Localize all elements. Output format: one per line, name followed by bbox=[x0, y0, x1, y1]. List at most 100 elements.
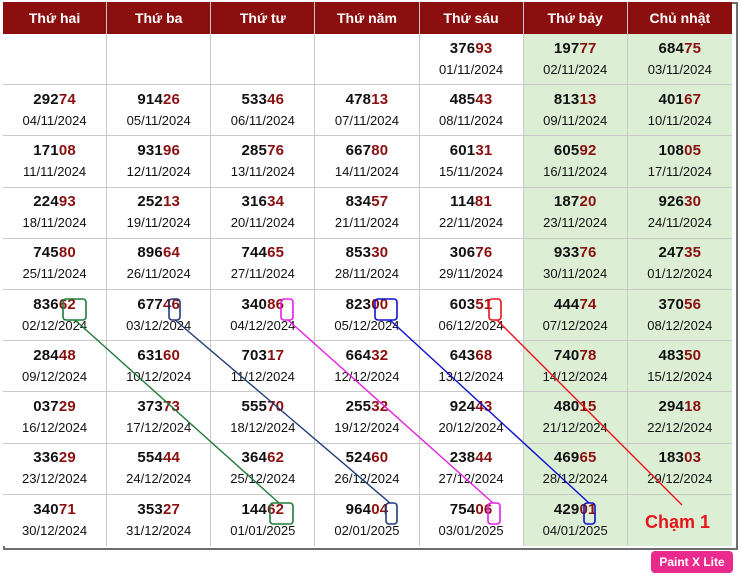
result-date: 02/01/2025 bbox=[334, 522, 400, 538]
result-number: 74078 bbox=[553, 346, 597, 364]
result-date: 26/11/2024 bbox=[126, 266, 191, 282]
result-number: 36462 bbox=[241, 449, 285, 467]
result-date: 08/12/2024 bbox=[647, 317, 713, 333]
result-number: 03729 bbox=[33, 397, 76, 415]
result-tail-digits: 32 bbox=[371, 397, 389, 415]
result-tail-digits: 13 bbox=[162, 193, 181, 211]
result-tail-digits: 75 bbox=[684, 39, 702, 57]
result-tail-digits: 03 bbox=[684, 449, 702, 467]
result-cell: 37056 08/12/2024 bbox=[627, 289, 732, 342]
result-date: 19/11/2024 bbox=[126, 215, 191, 231]
result-cell: 66780 14/11/2024 bbox=[315, 136, 420, 188]
result-number: 37693 bbox=[449, 39, 493, 57]
result-tail-digits: 65 bbox=[267, 244, 285, 262]
result-cell: 66432 12/12/2024 bbox=[315, 341, 420, 393]
result-tail-digits: 50 bbox=[684, 346, 702, 364]
result-tail-digits: 77 bbox=[579, 39, 597, 57]
result-date: 22/11/2024 bbox=[439, 215, 504, 231]
result-number: 83662 bbox=[33, 295, 76, 313]
result-tail-digits: 15 bbox=[579, 397, 597, 415]
result-cell: 35327 31/12/2024 bbox=[107, 494, 212, 546]
result-number: 44474 bbox=[553, 295, 597, 313]
result-tail-digits: 30 bbox=[684, 193, 702, 211]
result-date: 02/11/2024 bbox=[543, 61, 608, 77]
result-number: 46965 bbox=[553, 449, 597, 467]
result-cell: 11481 22/11/2024 bbox=[419, 187, 524, 239]
result-number: 63160 bbox=[137, 346, 181, 364]
result-number: 75406 bbox=[449, 500, 493, 518]
result-tail-digits: 46 bbox=[162, 295, 181, 313]
result-date: 15/11/2024 bbox=[439, 163, 504, 179]
result-date: 11/12/2024 bbox=[230, 368, 295, 384]
result-cell: 93196 12/11/2024 bbox=[107, 136, 212, 188]
result-number: 18720 bbox=[553, 193, 597, 211]
result-date: 17/11/2024 bbox=[647, 163, 712, 179]
result-tail-digits: 08 bbox=[58, 141, 76, 159]
result-tail-digits: 29 bbox=[58, 449, 76, 467]
result-cell: 81313 09/11/2024 bbox=[523, 85, 628, 137]
result-date: 05/11/2024 bbox=[126, 112, 191, 128]
result-date: 28/11/2024 bbox=[334, 266, 399, 282]
result-number: 24735 bbox=[658, 244, 702, 262]
weekday-header-3: Thứ tư bbox=[211, 2, 316, 34]
result-tail-digits: 01 bbox=[579, 500, 597, 518]
result-number: 60131 bbox=[449, 141, 493, 159]
result-tail-digits: 62 bbox=[267, 449, 285, 467]
result-tail-digits: 31 bbox=[475, 141, 493, 159]
result-cell: 03729 16/12/2024 bbox=[3, 392, 108, 444]
result-number: 66432 bbox=[345, 346, 389, 364]
result-cell: 96404 02/01/2025 bbox=[315, 494, 420, 546]
result-tail-digits: 74 bbox=[58, 90, 76, 108]
result-date: 10/12/2024 bbox=[126, 368, 192, 384]
result-number: 25213 bbox=[137, 193, 181, 211]
result-tail-digits: 93 bbox=[475, 39, 493, 57]
result-date: 18/11/2024 bbox=[22, 215, 87, 231]
result-cell: 82300 05/12/2024 bbox=[315, 289, 420, 342]
result-cell: 23844 27/12/2024 bbox=[419, 443, 524, 495]
result-date: 21/11/2024 bbox=[334, 215, 399, 231]
result-tail-digits: 76 bbox=[267, 141, 285, 159]
result-cell: 10805 17/11/2024 bbox=[627, 136, 732, 188]
result-tail-digits: 86 bbox=[267, 295, 285, 313]
result-cell: 91426 05/11/2024 bbox=[107, 85, 212, 137]
result-tail-digits: 78 bbox=[579, 346, 597, 364]
result-tail-digits: 70 bbox=[267, 397, 285, 415]
weekday-header-7: Chủ nhật bbox=[627, 2, 732, 34]
results-grid: 37693 01/11/2024 19777 02/11/2024 68475 03/11… bbox=[3, 34, 732, 546]
result-number: 37056 bbox=[658, 295, 702, 313]
result-cell: 37693 01/11/2024 bbox=[419, 34, 524, 86]
result-date: 04/11/2024 bbox=[22, 112, 87, 128]
result-number: 48015 bbox=[553, 397, 597, 415]
result-tail-digits: 73 bbox=[162, 397, 181, 415]
result-cell: 28576 13/11/2024 bbox=[211, 136, 316, 188]
result-cell: 18303 29/12/2024 bbox=[627, 443, 732, 495]
result-cell bbox=[3, 34, 108, 86]
result-tail-digits: 64 bbox=[162, 244, 181, 262]
result-tail-digits: 30 bbox=[371, 244, 389, 262]
result-number: 85330 bbox=[345, 244, 389, 262]
result-number: 70317 bbox=[241, 346, 285, 364]
result-number: 93196 bbox=[137, 141, 181, 159]
result-date: 31/12/2024 bbox=[126, 522, 192, 538]
result-date: 03/11/2024 bbox=[647, 61, 712, 77]
result-date: 03/12/2024 bbox=[126, 317, 192, 333]
result-number: 40167 bbox=[658, 90, 702, 108]
weekday-header-4: Thứ năm bbox=[315, 2, 420, 34]
result-cell: 48015 21/12/2024 bbox=[523, 392, 628, 444]
result-number: 14462 bbox=[241, 500, 285, 518]
result-cell: 40167 10/11/2024 bbox=[627, 85, 732, 137]
result-cell: 55444 24/12/2024 bbox=[107, 443, 212, 495]
result-cell: 92443 20/12/2024 bbox=[419, 392, 524, 444]
result-cell: 63160 10/12/2024 bbox=[107, 341, 212, 393]
result-tail-digits: 34 bbox=[267, 193, 285, 211]
result-number: 67746 bbox=[137, 295, 181, 313]
watermark-badge: Paint X Lite bbox=[651, 551, 733, 573]
result-tail-digits: 44 bbox=[475, 449, 493, 467]
result-cell: 60351 06/12/2024 bbox=[419, 289, 524, 342]
result-date: 01/01/2025 bbox=[230, 522, 296, 538]
result-number: 19777 bbox=[553, 39, 597, 57]
result-cell: 37373 17/12/2024 bbox=[107, 392, 212, 444]
result-number: 17108 bbox=[33, 141, 76, 159]
result-cell: 64368 13/12/2024 bbox=[419, 341, 524, 393]
result-cell: 19777 02/11/2024 bbox=[523, 34, 628, 86]
